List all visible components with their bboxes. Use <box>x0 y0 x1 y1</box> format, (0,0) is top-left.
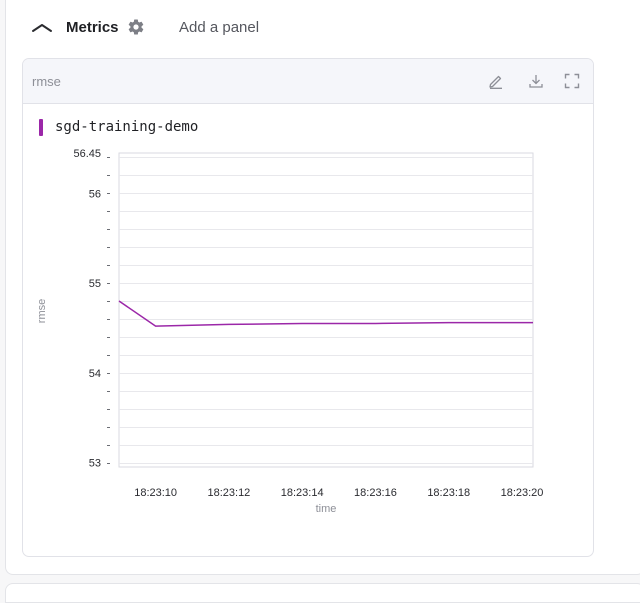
pencil-icon[interactable] <box>487 72 505 90</box>
y-tick-label: 56 <box>89 188 101 200</box>
x-tick-label: 18:23:14 <box>281 487 324 499</box>
y-tick-label: 53 <box>89 458 101 470</box>
legend-swatch <box>39 119 43 136</box>
rmse-panel: rmse sgd-training-demo <box>22 58 594 557</box>
x-tick-label: 18:23:18 <box>427 487 470 499</box>
chevron-up-icon[interactable] <box>28 18 56 38</box>
panel-title: rmse <box>32 74 61 89</box>
download-icon[interactable] <box>527 72 545 90</box>
y-tick-label: 56.45 <box>73 148 101 160</box>
plot-area <box>118 152 534 468</box>
panel-header: rmse <box>23 59 593 104</box>
y-axis-label: rmse <box>36 299 48 323</box>
x-tick-label: 18:23:12 <box>207 487 250 499</box>
section-title: Metrics <box>66 19 119 36</box>
x-tick-label: 18:23:10 <box>134 487 177 499</box>
series-line-sgd-training-demo[interactable] <box>118 300 533 327</box>
section-header: Metrics Add a panel <box>6 0 640 56</box>
legend-series-label[interactable]: sgd-training-demo <box>55 119 199 135</box>
y-tick-label: 55 <box>89 278 101 290</box>
x-axis-label: time <box>316 503 337 515</box>
fullscreen-icon[interactable] <box>563 72 581 90</box>
next-section <box>5 583 640 603</box>
add-panel-button[interactable]: Add a panel <box>179 19 260 36</box>
x-tick-label: 18:23:20 <box>501 487 544 499</box>
metrics-section: Metrics Add a panel rmse <box>5 0 640 575</box>
gear-icon[interactable] <box>127 18 145 36</box>
y-tick-label: 54 <box>89 368 101 380</box>
x-tick-label: 18:23:16 <box>354 487 397 499</box>
rmse-line-chart[interactable]: 53 54 55 56 56.45 18:23:10 18:23:12 18:23:14 18… <box>23 105 594 525</box>
